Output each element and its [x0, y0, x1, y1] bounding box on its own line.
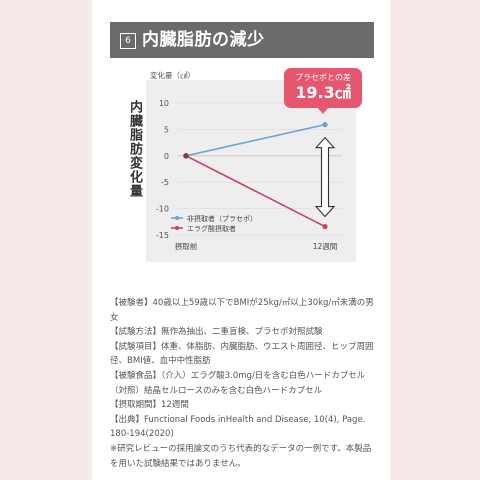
y-tick-label: -10: [156, 205, 169, 214]
info-line: 【摂取期間】12週間: [110, 400, 189, 411]
series-line: [185, 123, 326, 157]
info-line: 【試験方法】無作為抽出、二重盲検、プラセボ対照試験: [110, 327, 323, 338]
study-info: 【被験者】40歳以上59歳以下でBMIが25kg/㎡以上30kg/㎡未満の男女【…: [110, 296, 374, 471]
info-line: 【被験食品】（介入）エラグ酸3.0mg/日を含む白色ハードカプセル（対照）結晶セ…: [110, 370, 366, 396]
info-line: ※研究レビューの採用論文のうち代表的なデータの一例です。本製品を用いた試験結果で…: [110, 443, 372, 469]
y-title-vertical: 内臓脂肪変化量: [127, 100, 142, 198]
y-tick-label: 0: [164, 152, 169, 161]
y-tick-label: 5: [164, 125, 169, 134]
data-point: [322, 122, 328, 128]
difference-value: 19.3㎠: [295, 83, 351, 102]
x-tick-label: 摂取前: [175, 241, 198, 251]
start-point: [183, 153, 189, 159]
legend-label: 非摂取者（プラセボ）: [187, 214, 257, 223]
x-tick-label: 12週間: [313, 242, 338, 251]
legend-label: エラグ酸摂取者: [187, 224, 236, 233]
info-line: 【試験項目】体重、体脂肪、内臓脂肪、ウエスト周囲径、ヒップ周囲径、BMI値、血中…: [110, 341, 374, 367]
y-tick-label: 10: [159, 99, 169, 108]
legend-marker: [175, 216, 179, 220]
difference-badge: プラセボとの差 19.3㎠: [284, 68, 362, 108]
section-header: 6 内臓脂肪の減少: [110, 22, 374, 58]
info-line: 【出典】Functional Foods inHealth and Diseas…: [110, 414, 366, 440]
data-point: [322, 223, 328, 230]
difference-label: プラセボとの差: [295, 73, 351, 82]
section-number: 6: [120, 33, 136, 49]
y-axis-label: 変化量（㎠）: [150, 70, 195, 80]
difference-arrow: [314, 136, 336, 218]
y-tick-label: -15: [156, 231, 169, 240]
badge-pointer: [317, 107, 329, 114]
section-title: 内臓脂肪の減少: [142, 30, 265, 50]
legend-marker: [175, 226, 179, 230]
y-tick-label: -5: [161, 178, 169, 187]
series-line: [185, 155, 326, 228]
info-line: 【被験者】40歳以上59歳以下でBMIが25kg/㎡以上30kg/㎡未満の男女: [110, 298, 374, 323]
